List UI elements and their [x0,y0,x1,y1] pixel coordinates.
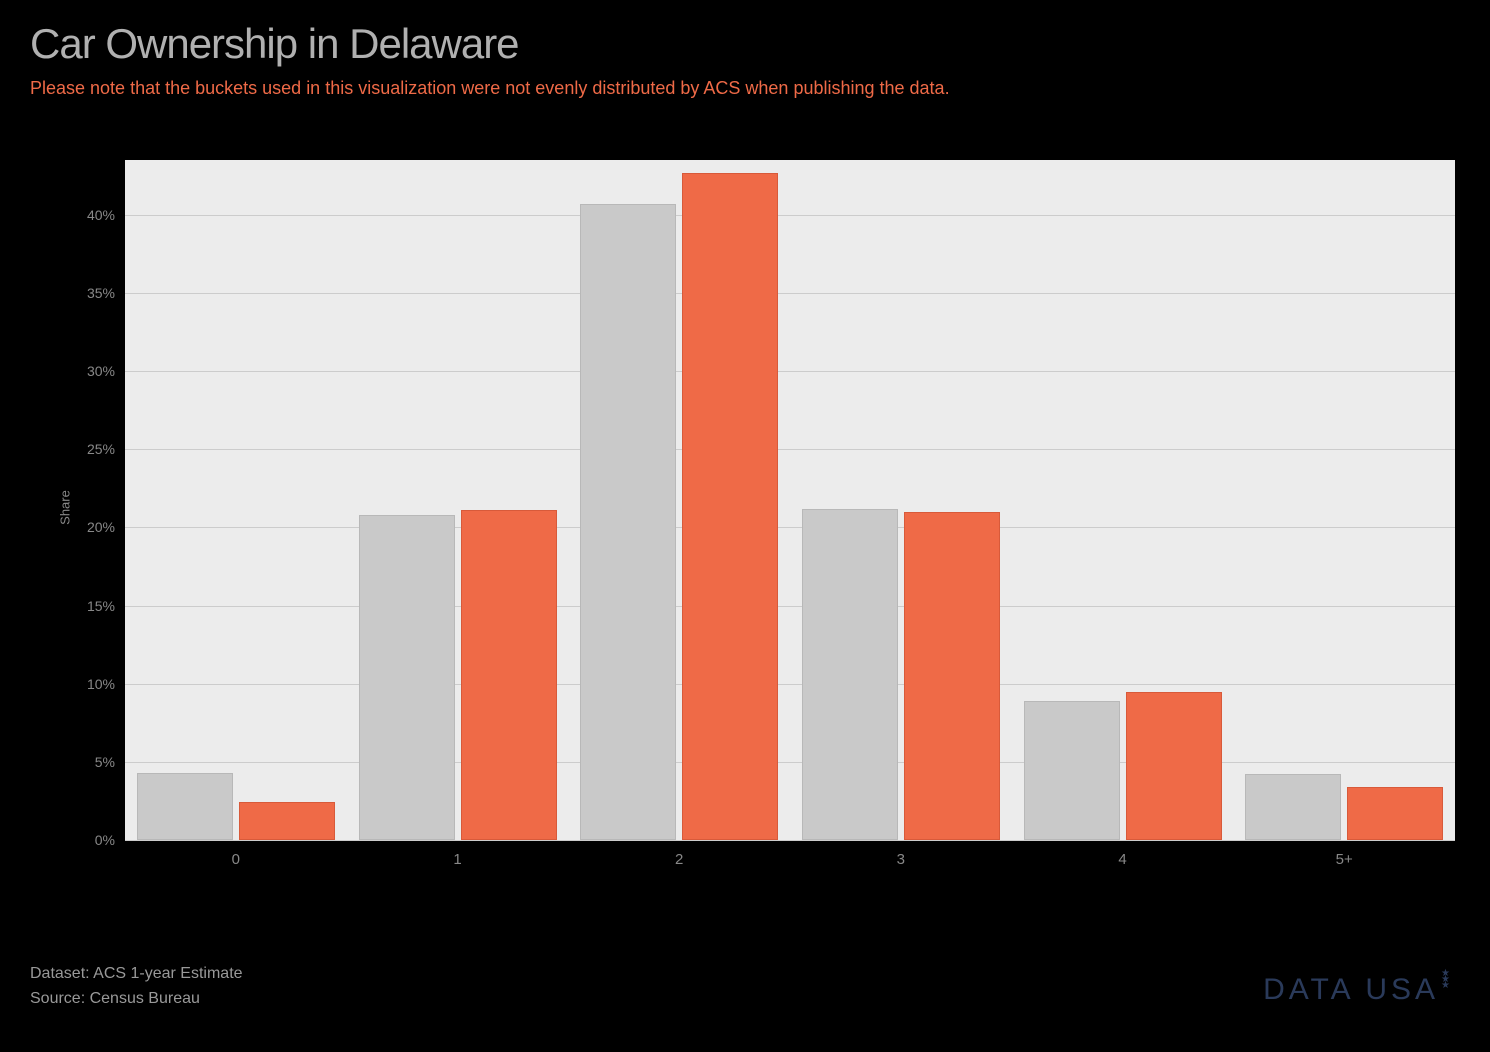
y-tick-label: 20% [87,519,115,535]
chart-container: Share 0%5%10%15%20%25%30%35%40%012345+ [70,160,1455,880]
footer-dataset-label: Dataset: [30,965,90,982]
bar-series-b [1347,787,1443,840]
bar-series-a [137,773,233,840]
chart-footer: Dataset: ACS 1-year Estimate Source: Cen… [30,961,243,1012]
bar-series-b [461,510,557,840]
x-tick-label: 1 [453,851,461,868]
y-tick-label: 40% [87,207,115,223]
bar-series-b [682,173,778,840]
gridline [125,762,1455,763]
bar-series-b [904,512,1000,840]
gridline [125,840,1455,841]
x-tick-label: 5+ [1336,851,1353,868]
gridline [125,371,1455,372]
gridline [125,215,1455,216]
y-tick-label: 15% [87,598,115,614]
bar-series-b [1126,692,1222,841]
x-tick-label: 2 [675,851,683,868]
footer-dataset: Dataset: ACS 1-year Estimate [30,961,243,987]
x-tick-label: 4 [1118,851,1126,868]
y-tick-label: 35% [87,285,115,301]
gridline [125,293,1455,294]
chart-title: Car Ownership in Delaware [30,20,519,68]
bar-series-a [1024,701,1120,840]
footer-source-value: Census Bureau [90,990,200,1007]
gridline [125,606,1455,607]
gridline [125,449,1455,450]
bar-series-b [239,802,335,840]
bar-series-a [580,204,676,840]
y-axis-label: Share [58,490,73,525]
footer-source: Source: Census Bureau [30,986,243,1012]
bar-series-a [1245,774,1341,840]
gridline [125,684,1455,685]
bar-series-a [802,509,898,840]
x-tick-label: 0 [232,851,240,868]
y-tick-label: 30% [87,363,115,379]
x-tick-label: 3 [897,851,905,868]
brand-stars-icon: ★★★ [1441,971,1450,989]
footer-source-label: Source: [30,990,85,1007]
y-tick-label: 10% [87,676,115,692]
footer-dataset-value: ACS 1-year Estimate [93,965,242,982]
bar-series-a [359,515,455,840]
y-tick-label: 0% [95,832,115,848]
chart-subtitle: Please note that the buckets used in thi… [30,78,950,99]
brand-logo: DATA USA★★★ [1263,971,1450,1007]
y-tick-label: 5% [95,754,115,770]
y-tick-label: 25% [87,441,115,457]
gridline [125,527,1455,528]
plot-area: 0%5%10%15%20%25%30%35%40%012345+ [125,160,1455,840]
brand-text: DATA USA [1263,973,1439,1006]
